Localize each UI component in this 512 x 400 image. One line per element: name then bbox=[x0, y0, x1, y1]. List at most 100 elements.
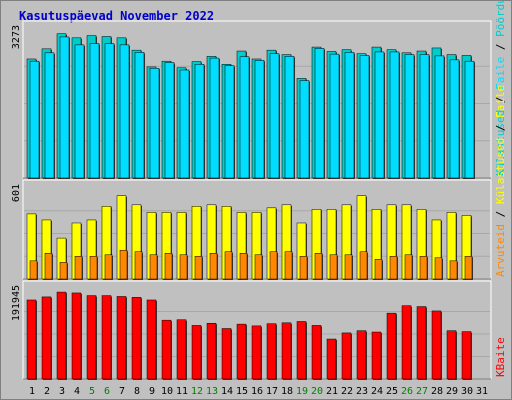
bar-kbytes-29 bbox=[446, 330, 457, 380]
bar-kbytes-23 bbox=[356, 330, 367, 380]
bar-mid-sites-5 bbox=[89, 256, 98, 280]
x-tick-day-5: 5 bbox=[89, 386, 95, 397]
legend-separator: / bbox=[494, 118, 507, 138]
x-tick-day-1: 1 bbox=[29, 386, 35, 397]
bar-kbytes-17 bbox=[266, 323, 277, 380]
bar-kbytes-16 bbox=[251, 325, 262, 380]
x-tick-day-3: 3 bbox=[59, 386, 65, 397]
bar-mid-sites-29 bbox=[449, 260, 458, 280]
bar-top-files-24 bbox=[374, 51, 385, 179]
bar-kbytes-28 bbox=[431, 310, 442, 380]
x-tick-day-18: 18 bbox=[281, 386, 293, 397]
x-tick-day-7: 7 bbox=[119, 386, 125, 397]
bar-mid-sites-10 bbox=[164, 253, 173, 280]
bar-kbytes-18 bbox=[281, 322, 292, 380]
x-tick-day-10: 10 bbox=[161, 386, 173, 397]
bar-top-files-3 bbox=[59, 36, 70, 179]
bar-kbytes-27 bbox=[416, 306, 427, 380]
bar-kbytes-5 bbox=[86, 295, 97, 380]
legend-middle: Arvuteid / Külastused / Faile bbox=[494, 85, 507, 277]
bar-top-files-11 bbox=[179, 69, 190, 179]
y-max-label-bottom: 191945 bbox=[11, 285, 22, 321]
legend-entry: Pöördumisi bbox=[494, 1, 507, 37]
bar-mid-sites-1 bbox=[29, 260, 38, 280]
chart-title: Kasutuspäevad November 2022 bbox=[19, 9, 215, 23]
bar-top-files-10 bbox=[164, 62, 175, 179]
x-tick-day-6: 6 bbox=[104, 386, 110, 397]
bar-mid-sites-22 bbox=[344, 254, 353, 280]
x-tick-day-20: 20 bbox=[311, 386, 323, 397]
x-tick-day-14: 14 bbox=[221, 386, 233, 397]
legend-entry: Faile bbox=[494, 85, 507, 118]
x-tick-day-8: 8 bbox=[134, 386, 140, 397]
bar-mid-sites-3 bbox=[59, 262, 68, 280]
x-tick-day-24: 24 bbox=[371, 386, 383, 397]
y-max-label-middle: 601 bbox=[11, 184, 22, 202]
svg-text:Arvuteid / Külastused / Faile: Arvuteid / Külastused / Faile bbox=[494, 85, 507, 277]
legend-bottom: KBaite bbox=[494, 337, 507, 377]
x-tick-day-15: 15 bbox=[236, 386, 248, 397]
bar-top-files-25 bbox=[389, 51, 400, 179]
bar-top-files-21 bbox=[329, 53, 340, 179]
bar-top-files-28 bbox=[434, 55, 445, 179]
legend-entry: Faile bbox=[494, 57, 507, 90]
bar-mid-sites-9 bbox=[149, 254, 158, 280]
x-tick-day-30: 30 bbox=[461, 386, 473, 397]
legend-separator: / bbox=[494, 204, 507, 224]
bar-mid-sites-4 bbox=[74, 256, 83, 280]
bar-kbytes-11 bbox=[176, 319, 187, 380]
legend-entry: KBaite bbox=[494, 337, 507, 377]
bar-top-files-30 bbox=[464, 60, 475, 179]
x-tick-day-21: 21 bbox=[326, 386, 338, 397]
bar-kbytes-2 bbox=[41, 296, 52, 380]
bar-top-files-8 bbox=[134, 52, 145, 179]
x-tick-day-27: 27 bbox=[416, 386, 428, 397]
bar-top-files-14 bbox=[224, 65, 235, 179]
bar-top-files-18 bbox=[284, 56, 295, 179]
bar-top-files-22 bbox=[344, 52, 355, 179]
bar-top-files-16 bbox=[254, 60, 265, 179]
x-tick-day-4: 4 bbox=[74, 386, 80, 397]
bar-top-files-7 bbox=[119, 44, 130, 179]
bar-kbytes-19 bbox=[296, 321, 307, 380]
bar-mid-sites-26 bbox=[404, 254, 413, 280]
bar-top-files-15 bbox=[239, 56, 250, 179]
x-tick-day-11: 11 bbox=[176, 386, 188, 397]
bar-top-files-27 bbox=[419, 54, 430, 179]
legend-separator: / bbox=[494, 37, 507, 57]
bar-mid-sites-15 bbox=[239, 253, 248, 280]
bar-kbytes-3 bbox=[56, 291, 67, 380]
bar-top-files-19 bbox=[299, 80, 310, 179]
bar-mid-sites-16 bbox=[254, 254, 263, 280]
bar-mid-sites-20 bbox=[314, 253, 323, 280]
x-tick-day-28: 28 bbox=[431, 386, 443, 397]
bar-kbytes-22 bbox=[341, 332, 352, 380]
bar-kbytes-6 bbox=[101, 295, 112, 380]
bar-kbytes-9 bbox=[146, 299, 157, 380]
bar-kbytes-14 bbox=[221, 328, 232, 380]
bar-top-files-29 bbox=[449, 59, 460, 179]
bar-mid-sites-2 bbox=[44, 253, 53, 280]
x-tick-day-23: 23 bbox=[356, 386, 368, 397]
bar-top-files-12 bbox=[194, 64, 205, 179]
bar-mid-sites-21 bbox=[329, 254, 338, 280]
bar-top-files-17 bbox=[269, 53, 280, 179]
bar-top-files-6 bbox=[104, 43, 115, 179]
x-tick-day-12: 12 bbox=[191, 386, 203, 397]
legend-top: Külastused / Faile / Pöördumisi bbox=[494, 1, 507, 176]
bar-top-files-20 bbox=[314, 48, 325, 179]
bar-mid-sites-25 bbox=[389, 256, 398, 280]
x-tick-day-16: 16 bbox=[251, 386, 263, 397]
svg-text:Külastused / Faile / Pöördumis: Külastused / Faile / Pöördumisi bbox=[494, 1, 507, 176]
bar-top-files-2 bbox=[44, 52, 55, 179]
legend-separator: / bbox=[494, 90, 507, 110]
bar-mid-sites-12 bbox=[194, 256, 203, 280]
bar-kbytes-7 bbox=[116, 296, 127, 380]
bar-kbytes-13 bbox=[206, 322, 217, 380]
bar-kbytes-1 bbox=[26, 299, 37, 380]
bar-mid-sites-14 bbox=[224, 251, 233, 280]
bar-top-files-9 bbox=[149, 67, 160, 179]
y-max-label-top: 3273 bbox=[11, 25, 22, 49]
